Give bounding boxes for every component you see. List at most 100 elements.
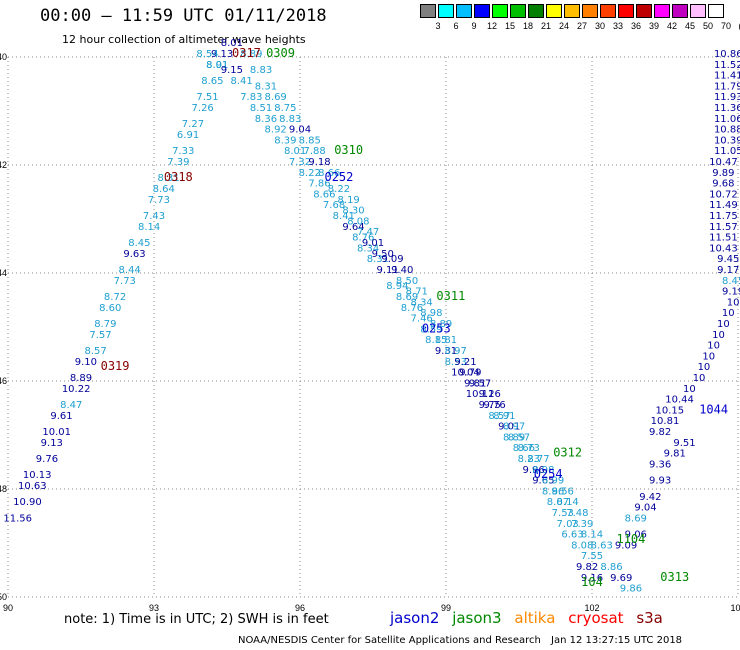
data-point-label: 9.13 (211, 49, 233, 60)
data-point-label: 8.63 (591, 540, 613, 551)
colorbar-swatch (420, 4, 436, 18)
data-point-label: 9.51 (673, 438, 695, 449)
data-point-label: 8.76 (401, 303, 423, 314)
data-point-label: 8.34 (357, 243, 379, 254)
legend-cryosat: cryosat (568, 609, 624, 627)
data-point-label: 8.54 (196, 49, 218, 60)
data-point-label: 8.96 (542, 486, 564, 497)
data-point-label: 9.26 (479, 389, 501, 400)
data-point-label: 8.66 (313, 189, 335, 200)
data-point-label: 8.08 (571, 540, 593, 551)
data-point-label: 11.49 (709, 200, 738, 211)
data-point-label: 9.76 (36, 454, 58, 465)
data-point-label: 10 (707, 341, 720, 352)
data-point-label: 9.13 (41, 438, 63, 449)
chart-title: 00:00 – 11:59 UTC 01/11/2018 (40, 6, 327, 26)
data-point-label: 8.23 (518, 454, 540, 465)
data-point-label: 7.88 (303, 146, 325, 157)
data-point-label: 9.86 (620, 584, 642, 595)
data-point-label: 11.51 (709, 233, 738, 244)
data-point-label: 8.73 (518, 443, 540, 454)
data-point-label: 8.31 (255, 81, 277, 92)
data-point-label: 9.82 (576, 562, 598, 573)
colorbar-label: 24 (558, 21, 569, 31)
data-point-label: 11.75 (709, 211, 738, 222)
data-point-label: 8.83 (279, 114, 301, 125)
data-point-label: 8.66 (318, 168, 340, 179)
data-point-label: 8.36 (255, 114, 277, 125)
pass-time-label: 0253 (422, 321, 451, 335)
footer-note: note: 1) Time is in UTC; 2) SWH is in fe… (64, 612, 329, 627)
data-point-label: 9.19 (722, 287, 740, 298)
data-point-label: 8.97 (503, 422, 525, 433)
data-point-label: 8.85 (299, 135, 321, 146)
data-point-label: 9.09 (381, 254, 403, 265)
colorbar-swatch (672, 4, 688, 18)
data-point-label: 8.89 (503, 432, 525, 443)
data-point-label: 8.14 (138, 222, 160, 233)
chart-subtitle: 12 hour collection of altimeter wave hei… (62, 33, 306, 46)
data-point-label: 7.26 (192, 103, 214, 114)
data-point-label: 7.33 (172, 146, 194, 157)
data-point-label: 9.06 (625, 530, 647, 541)
data-point-label: 9.11 (376, 265, 398, 276)
x-tick-label: 105 (730, 603, 740, 613)
colorbar-swatch (456, 4, 472, 18)
data-point-label: 9.61 (50, 411, 72, 422)
data-point-label: 7.32 (289, 157, 311, 168)
data-point-label: 9.15 (221, 65, 243, 76)
data-point-label: 9.17 (717, 265, 739, 276)
data-point-label: 7.68 (323, 200, 345, 211)
colorbar-swatch (474, 4, 490, 18)
colorbar-swatch (492, 4, 508, 18)
legend-jason3: jason3 (452, 609, 502, 627)
data-point-label: 8.56 (552, 486, 574, 497)
data-point-label: 9.04 (634, 503, 656, 514)
data-point-label: 8.69 (396, 292, 418, 303)
data-point-label: 11.56 (3, 513, 32, 524)
data-point-label: 8.45 (722, 276, 740, 287)
y-tick-label: -42 (0, 160, 7, 170)
data-point-label: 8.75 (274, 103, 296, 114)
data-point-label: 8.51 (250, 103, 272, 114)
colorbar-label: 18 (522, 21, 533, 31)
colorbar-swatch (654, 4, 670, 18)
colorbar-label: 15 (504, 21, 515, 31)
data-point-label: 8.89 (430, 319, 452, 330)
colorbar-label: 36 (630, 21, 641, 31)
data-point-label: 10.11 (466, 389, 495, 400)
data-point-label: 9.57 (469, 378, 491, 389)
pass-time-label: 0312 (553, 446, 582, 460)
data-point-label: 8.15 (425, 335, 447, 346)
data-point-label: 10.63 (18, 481, 47, 492)
data-point-label: 8.31 (367, 254, 389, 265)
data-point-label: 10 (717, 319, 730, 330)
pass-time-label: 0311 (436, 289, 465, 303)
colorbar-label: 50 (702, 21, 713, 31)
data-point-label: 8.91 (493, 411, 515, 422)
data-point-label: 8.41 (333, 211, 355, 222)
data-point-label: 10 (693, 373, 706, 384)
data-point-label: 7.83 (240, 92, 262, 103)
data-point-label: 8.71 (406, 287, 428, 298)
colorbar-swatch (528, 4, 544, 18)
data-point-label: 10.22 (62, 384, 91, 395)
data-point-label: 9.81 (464, 378, 486, 389)
data-point-label: 8.47 (60, 400, 82, 411)
data-point-label: 9.31 (435, 346, 457, 357)
data-point-label: 10 (722, 308, 735, 319)
colorbar-swatch (582, 4, 598, 18)
x-tick-label: 93 (149, 603, 159, 613)
data-point-label: 9.68 (712, 179, 734, 190)
data-point-label: 10.86 (714, 49, 740, 60)
colorbar-label: 9 (471, 21, 477, 31)
y-tick-label: -40 (0, 52, 7, 62)
data-point-label: 9.18 (308, 157, 330, 168)
data-point-label: 8.89 (240, 49, 262, 60)
data-point-label: 10.44 (665, 395, 694, 406)
data-point-label: 8.65 (201, 76, 223, 87)
data-point-label: 7.46 (411, 314, 433, 325)
data-point-label: 10 (698, 362, 711, 373)
colorbar-label: 39 (648, 21, 659, 31)
data-point-label: 9.63 (123, 249, 145, 260)
